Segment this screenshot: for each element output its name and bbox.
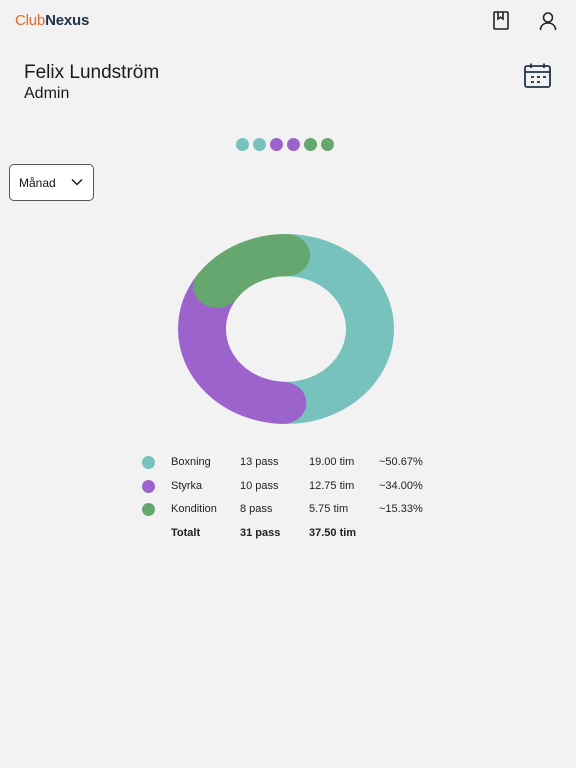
legend-hours: 5.75 tim [309,503,349,515]
legend-hours: 19.00 tim [309,456,355,468]
legend-swatch [142,503,155,516]
donut-slice-kondition [178,234,394,424]
page-dot[interactable] [304,138,317,151]
legend-total-label: Totalt [171,526,201,539]
page-dot[interactable] [321,138,334,151]
page-indicator[interactable] [236,138,334,151]
legend-swatch [142,479,155,493]
page-dot[interactable] [287,138,300,151]
legend-category: Styrka [171,479,203,492]
legend-category: Boxning [171,456,211,468]
app-logo: ClubNexus [15,12,90,29]
user-icon[interactable] [536,9,560,33]
legend-percent: ~34.00% [379,479,423,492]
user-name: Felix Lundström [24,62,160,83]
legend-total-pass: 31 pass [240,526,281,539]
calendar-icon[interactable] [523,62,552,90]
chart-legend: Boxning 13 pass 19.00 tim ~50.67% Styrka 10 p… [140,452,440,546]
bookmark-icon[interactable] [489,9,513,33]
donut-slice-styrka [178,234,394,424]
page-dot[interactable] [236,138,249,151]
legend-pass-count: 10 pass [240,479,279,492]
legend-percent: ~15.33% [379,503,423,515]
legend-row: Boxning 13 pass 19.00 tim ~50.67% [140,452,440,476]
page-dot[interactable] [270,138,283,151]
legend-category: Kondition [171,503,217,515]
legend-row: Kondition 8 pass 5.75 tim ~15.33% [140,499,440,523]
legend-hours: 12.75 tim [309,479,355,492]
period-selected-label: Månad [19,175,56,190]
user-role: Admin [24,85,70,102]
legend-pass-count: 13 pass [240,456,279,468]
legend-total-hours: 37.50 tim [309,526,357,539]
legend-row: Styrka 10 pass 12.75 tim ~34.00% [140,476,440,500]
legend-pass-count: 8 pass [240,503,273,515]
legend-total-row: Totalt 31 pass 37.50 tim [140,523,440,547]
chevron-down-icon [71,178,83,186]
period-dropdown[interactable]: Månad [9,164,94,201]
legend-percent: ~50.67% [379,456,423,468]
donut-chart [178,234,394,424]
legend-swatch [142,456,155,469]
page-dot[interactable] [253,138,266,151]
